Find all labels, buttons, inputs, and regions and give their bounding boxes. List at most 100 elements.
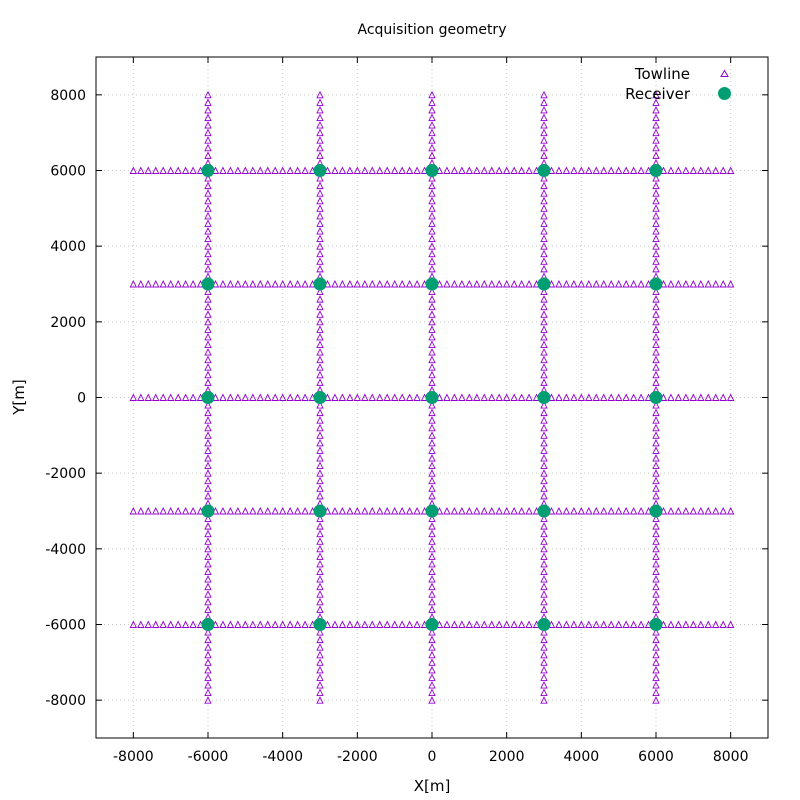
towline-point: [726, 620, 735, 628]
towline-point: [390, 506, 399, 515]
towline-point: [592, 620, 600, 628]
towline-point: [637, 279, 645, 288]
towline-point: [152, 279, 160, 288]
towline-point: [540, 597, 548, 606]
legend-label-towline: Towline: [634, 65, 690, 83]
towline-point: [652, 257, 660, 265]
towline-point: [555, 279, 563, 288]
towline-point: [652, 529, 660, 538]
towline-point: [652, 423, 660, 432]
towline-point: [413, 506, 421, 515]
towline-point: [316, 98, 324, 106]
towline-point: [450, 620, 459, 628]
towline-point: [204, 189, 212, 197]
towline-point: [241, 506, 250, 515]
towline-point: [256, 279, 264, 288]
towline-point: [226, 393, 235, 401]
receiver-point: [201, 618, 215, 631]
towline-point: [264, 166, 272, 174]
towline-point: [278, 166, 287, 174]
towline-point: [712, 279, 720, 288]
towline-point: [338, 166, 347, 174]
towline-point: [166, 279, 175, 288]
towline-point: [473, 166, 481, 174]
towline-point: [488, 620, 496, 628]
towline-point: [204, 658, 212, 666]
towline-point: [219, 279, 227, 288]
towline-point: [159, 166, 167, 174]
towline-point: [540, 658, 548, 666]
towline-point: [488, 393, 496, 401]
towline-point: [540, 673, 548, 681]
towline-point: [271, 166, 279, 174]
towline-point: [241, 393, 250, 401]
towline-point: [316, 174, 324, 182]
towline-point: [293, 620, 302, 628]
towline-point: [204, 635, 212, 644]
towline-point: [458, 620, 466, 628]
towline-point: [719, 506, 727, 515]
towline-point: [204, 431, 212, 439]
towline-point: [525, 166, 533, 174]
towline-point: [166, 506, 175, 515]
towline-point: [226, 620, 235, 628]
towline-point: [204, 302, 212, 311]
towline-point: [652, 317, 660, 326]
towline-point: [682, 620, 690, 628]
towline-point: [540, 332, 548, 341]
towline-point: [413, 166, 421, 174]
towline-point: [204, 469, 212, 477]
towline-point: [510, 166, 518, 174]
towline-point: [652, 295, 660, 303]
towline-point: [204, 681, 212, 689]
receiver-point: [313, 391, 327, 404]
towline-point: [316, 219, 324, 227]
towline-point: [159, 279, 167, 288]
towline-point: [652, 446, 660, 454]
towline-point: [674, 620, 683, 628]
receiver-point: [313, 277, 327, 291]
towline-point: [204, 408, 212, 417]
towline-point: [189, 506, 197, 515]
towline-point: [428, 567, 436, 575]
x-tick-label: 2000: [489, 749, 525, 765]
towline-point: [517, 506, 526, 515]
towline-point: [204, 98, 212, 106]
towline-point: [316, 522, 324, 530]
towline-point: [316, 257, 324, 265]
towline-point: [353, 620, 362, 628]
towline-point: [204, 143, 212, 152]
towline-point: [652, 310, 660, 318]
towline-point: [204, 605, 212, 613]
towline-point: [346, 279, 354, 288]
towline-point: [480, 166, 488, 174]
towline-point: [652, 196, 660, 205]
towline-point: [652, 628, 660, 636]
towline-point: [473, 279, 481, 288]
towline-point: [346, 620, 354, 628]
towline-point: [428, 295, 436, 303]
plot-frame: [95, 56, 769, 739]
towline-point: [682, 166, 690, 174]
towline-point: [316, 249, 324, 258]
towline-point: [607, 166, 615, 174]
towline-point: [428, 378, 436, 386]
towline-point: [346, 506, 354, 515]
towline-point: [152, 620, 160, 628]
y-tick-label: 4000: [50, 239, 86, 255]
towline-point: [286, 620, 294, 628]
towline-point: [577, 506, 586, 515]
towline-point: [137, 506, 145, 515]
towline-point: [540, 537, 548, 545]
towline-point: [540, 310, 548, 318]
towline-point: [540, 363, 548, 371]
towline-point: [264, 279, 272, 288]
towline-point: [652, 189, 660, 197]
towline-point: [674, 279, 683, 288]
towline-point: [137, 166, 145, 174]
towline-point: [697, 620, 705, 628]
towline-point: [667, 279, 675, 288]
towline-point: [234, 279, 242, 288]
towline-point: [144, 166, 152, 174]
towline-point: [540, 151, 548, 159]
